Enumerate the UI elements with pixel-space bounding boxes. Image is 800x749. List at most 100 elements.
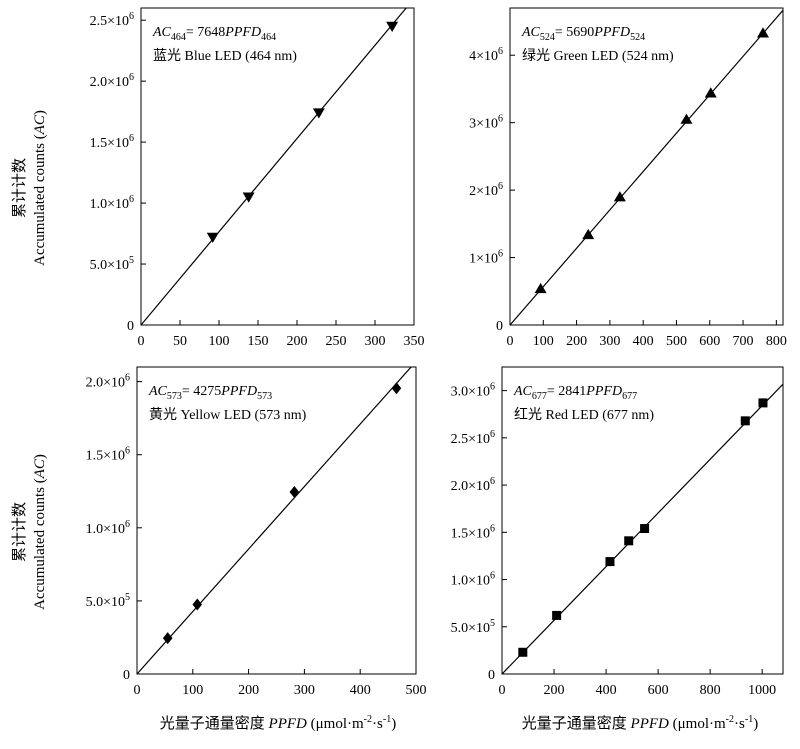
x-axis-title-unit: (μmol·m (669, 716, 726, 732)
data-point (386, 21, 399, 32)
y-tick-label: 3.0×106 (451, 382, 495, 400)
y-tick-label: 3×106 (469, 114, 503, 132)
x-tick-label: 300 (599, 334, 620, 349)
y-axis-title-en-end: ) (32, 454, 48, 459)
x-axis-title-italic: PPFD (630, 716, 669, 732)
y-tick-label: 1.0×106 (451, 571, 495, 589)
y-tick-label: 0 (123, 668, 130, 683)
y-tick-label: 2.0×106 (86, 373, 130, 391)
x-tick-label: 1000 (748, 683, 776, 698)
plot-frame (509, 7, 784, 326)
data-point (704, 87, 717, 98)
data-point (192, 598, 203, 611)
chart-yellow: 0 100 200 300 400 500 0 5.0×105 1.0×106 1.5×106 2.… (86, 366, 427, 698)
data-point (757, 27, 770, 38)
led-label: 蓝光 Blue LED (464 nm) (153, 48, 297, 64)
plot-frame (501, 366, 784, 675)
x-axis-title-end: ) (391, 716, 396, 732)
y-tick-label: 1×106 (469, 249, 503, 267)
x-tick-label: 200 (238, 683, 259, 698)
data-point (391, 382, 402, 395)
y-tick-label: 2×106 (469, 181, 503, 199)
x-axis-title-exp2: -1 (383, 714, 391, 725)
data-point (162, 632, 173, 645)
y-tick-label: 2.0×106 (451, 476, 495, 494)
x-tick-label: 350 (404, 334, 425, 349)
data-point (640, 524, 650, 534)
x-axis-title-mid: ·s (734, 716, 745, 732)
y-axis-title-en: Accumulated counts (AC) (32, 454, 48, 610)
data-point (740, 416, 750, 426)
y-tick-label: 5.0×105 (86, 592, 130, 610)
y-tick-label: 0 (496, 319, 503, 334)
x-axis-title-italic: PPFD (268, 716, 307, 732)
data-point (613, 191, 626, 202)
y-tick-label: 0 (127, 319, 134, 334)
x-axis-title-cn: 光量子通量密度 (522, 715, 631, 732)
y-tick-label: 1.5×106 (86, 446, 130, 464)
data-point (582, 228, 595, 240)
x-tick-label: 600 (648, 683, 669, 698)
x-tick-label: 50 (173, 334, 187, 349)
plot-frame (136, 366, 417, 675)
chart-green: 0 100 200 300 400 500 600 700 800 0 1×106 2×106 3×10… (469, 7, 787, 349)
x-axis-title-right: 光量子通量密度 PPFD (μmol·m-2·s-1) (522, 714, 758, 732)
x-tick-label: 300 (294, 683, 315, 698)
x-tick-label: 800 (766, 334, 787, 349)
x-axis-title-mid: ·s (372, 716, 383, 732)
x-axis-title-unit: (μmol·m (307, 716, 364, 732)
led-label: 红光 Red LED (677 nm) (514, 407, 654, 423)
data-point (242, 192, 255, 203)
y-tick-label: 2.0×106 (90, 72, 134, 90)
data-point (534, 282, 547, 294)
data-point (624, 536, 634, 546)
y-axis-title-cn: 累计计数 (11, 158, 28, 218)
chart-red: 0 200 400 600 800 1000 0 5.0×105 1.0×106 1.5×106 2… (451, 366, 784, 698)
data-point (680, 113, 693, 124)
panels: 0 50 100 150 200 250 300 350 0 5.0×105 1.0×106 1.5×… (86, 7, 787, 698)
y-axis-title-en-text: Accumulated counts ( (32, 478, 48, 610)
data-point (758, 398, 768, 408)
x-tick-label: 500 (666, 334, 687, 349)
fit-line (141, 8, 407, 325)
y-axis-title-en: Accumulated counts (AC) (32, 110, 48, 266)
x-tick-label: 250 (326, 334, 347, 349)
fit-equation: AC677= 2841PPFD677 (513, 384, 637, 402)
y-tick-label: 0 (488, 668, 495, 683)
fit-line (510, 9, 783, 325)
x-tick-label: 300 (365, 334, 386, 349)
data-point (206, 232, 219, 243)
x-tick-label: 600 (699, 334, 720, 349)
x-tick-label: 0 (138, 334, 145, 349)
led-label: 黄光 Yellow LED (573 nm) (149, 406, 307, 423)
data-point (289, 485, 300, 498)
y-tick-label: 4×106 (469, 46, 503, 64)
y-axis-title-top: 累计计数 Accumulated counts (AC) (11, 110, 48, 266)
led-label: 绿光 Green LED (524 nm) (522, 48, 674, 64)
x-axis-title-cn: 光量子通量密度 (160, 715, 269, 732)
x-tick-label: 100 (209, 334, 230, 349)
y-axis-title-en-end: ) (32, 110, 48, 115)
x-axis-title-end: ) (753, 716, 758, 732)
x-tick-label: 200 (566, 334, 587, 349)
x-tick-label: 100 (182, 683, 203, 698)
fit-equation: AC464= 7648PPFD464 (152, 25, 276, 43)
x-tick-label: 500 (406, 683, 427, 698)
x-tick-label: 200 (287, 334, 308, 349)
y-axis-title-en-italic: AC (32, 458, 48, 479)
x-tick-label: 0 (499, 683, 506, 698)
x-tick-label: 400 (350, 683, 371, 698)
x-axis-title-exp2: -1 (745, 714, 753, 725)
data-point (312, 108, 325, 119)
y-tick-label: 2.5×106 (451, 429, 495, 447)
x-axis-title-exp1: -2 (726, 714, 734, 725)
y-axis-title-en-text: Accumulated counts ( (32, 134, 48, 266)
fit-equation: AC524= 5690PPFD524 (521, 25, 645, 43)
y-axis-title-en-italic: AC (32, 114, 48, 135)
data-point (518, 647, 528, 657)
y-axis-title-bottom: 累计计数 Accumulated counts (AC) (11, 454, 48, 610)
x-tick-label: 400 (633, 334, 654, 349)
y-axis-title-cn: 累计计数 (11, 502, 28, 562)
y-tick-label: 1.0×106 (86, 519, 130, 537)
